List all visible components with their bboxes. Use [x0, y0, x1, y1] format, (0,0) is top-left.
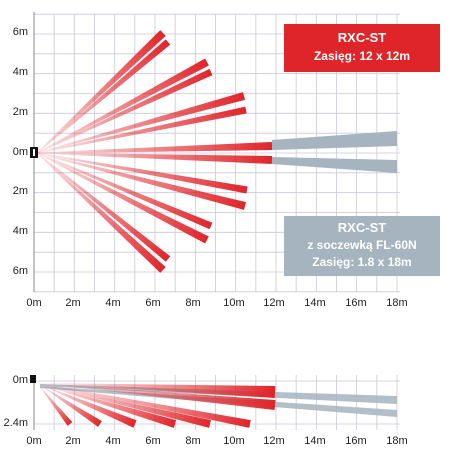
red-detection-beam [36, 58, 209, 154]
red-detection-beam [36, 30, 166, 154]
top-y-label: 4m [12, 66, 28, 78]
grey-detection-beam [272, 157, 397, 173]
red-detection-beam [36, 106, 247, 154]
top-y-label: 6m [12, 26, 28, 38]
side-x-label: 6m [145, 435, 161, 447]
top-x-label: 10m [223, 297, 245, 309]
side-red-beam [37, 383, 73, 426]
side-x-label: 12m [263, 435, 285, 447]
side-red-beam [37, 383, 102, 427]
legend-standard-title: RXC-ST [337, 30, 387, 45]
top-y-label: 0m [12, 146, 28, 158]
side-sensor-icon [30, 375, 36, 383]
top-x-label: 14m [304, 297, 326, 309]
side-y-label: 2.4m [3, 417, 28, 429]
legend-box-lens: RXC-ST z soczewką FL-60N Zasięg: 1.8 x 1… [284, 216, 440, 276]
top-y-label: 6m [12, 265, 28, 277]
side-red-beam [37, 383, 276, 410]
side-x-label: 4m [105, 435, 121, 447]
top-x-label: 2m [65, 297, 81, 309]
red-detection-beam [36, 152, 209, 244]
side-x-label: 18m [386, 435, 408, 447]
side-x-label: 8m [185, 435, 201, 447]
top-x-label: 16m [345, 297, 367, 309]
side-red-beam [37, 383, 211, 428]
red-detection-beam [36, 68, 213, 154]
side-x-label: 0m [26, 435, 42, 447]
side-y-label: 0m [12, 374, 28, 386]
top-y-label: 2m [12, 106, 28, 118]
red-detection-beam [36, 142, 273, 154]
legend-standard-range: Zasięg: 12 x 12m [313, 49, 411, 63]
red-detection-beam [36, 152, 246, 210]
top-x-label: 18m [386, 297, 408, 309]
red-detection-beam [36, 152, 166, 273]
side-red-beam [37, 383, 137, 428]
red-detection-beam [36, 152, 248, 194]
legend-box-standard: RXC-ST Zasięg: 12 x 12m [284, 24, 440, 72]
grey-detection-beam [272, 131, 397, 150]
sensor-icon-slot [33, 149, 35, 156]
red-detection-beam [36, 152, 273, 164]
top-x-label: 4m [105, 297, 121, 309]
red-detection-beam [36, 152, 171, 262]
side-red-beam [37, 383, 276, 398]
red-detection-beam [36, 39, 171, 154]
legend-lens-range: Zasięg: 1.8 x 18m [312, 255, 412, 269]
side-x-label: 16m [345, 435, 367, 447]
top-x-label: 0m [26, 297, 42, 309]
top-x-label: 12m [263, 297, 285, 309]
red-detection-beam [36, 152, 213, 230]
side-x-label: 2m [65, 435, 81, 447]
legend-lens-subtitle: z soczewką FL-60N [307, 238, 417, 252]
side-x-label: 10m [223, 435, 245, 447]
top-y-label: 4m [12, 225, 28, 237]
top-x-label: 8m [185, 297, 201, 309]
top-x-label: 6m [145, 297, 161, 309]
legend-lens-title: RXC-ST [337, 220, 387, 235]
side-x-label: 14m [304, 435, 326, 447]
side-red-beam [37, 383, 177, 428]
side-red-beam [37, 383, 251, 428]
top-y-label: 2m [12, 185, 28, 197]
red-detection-beam [36, 92, 246, 154]
